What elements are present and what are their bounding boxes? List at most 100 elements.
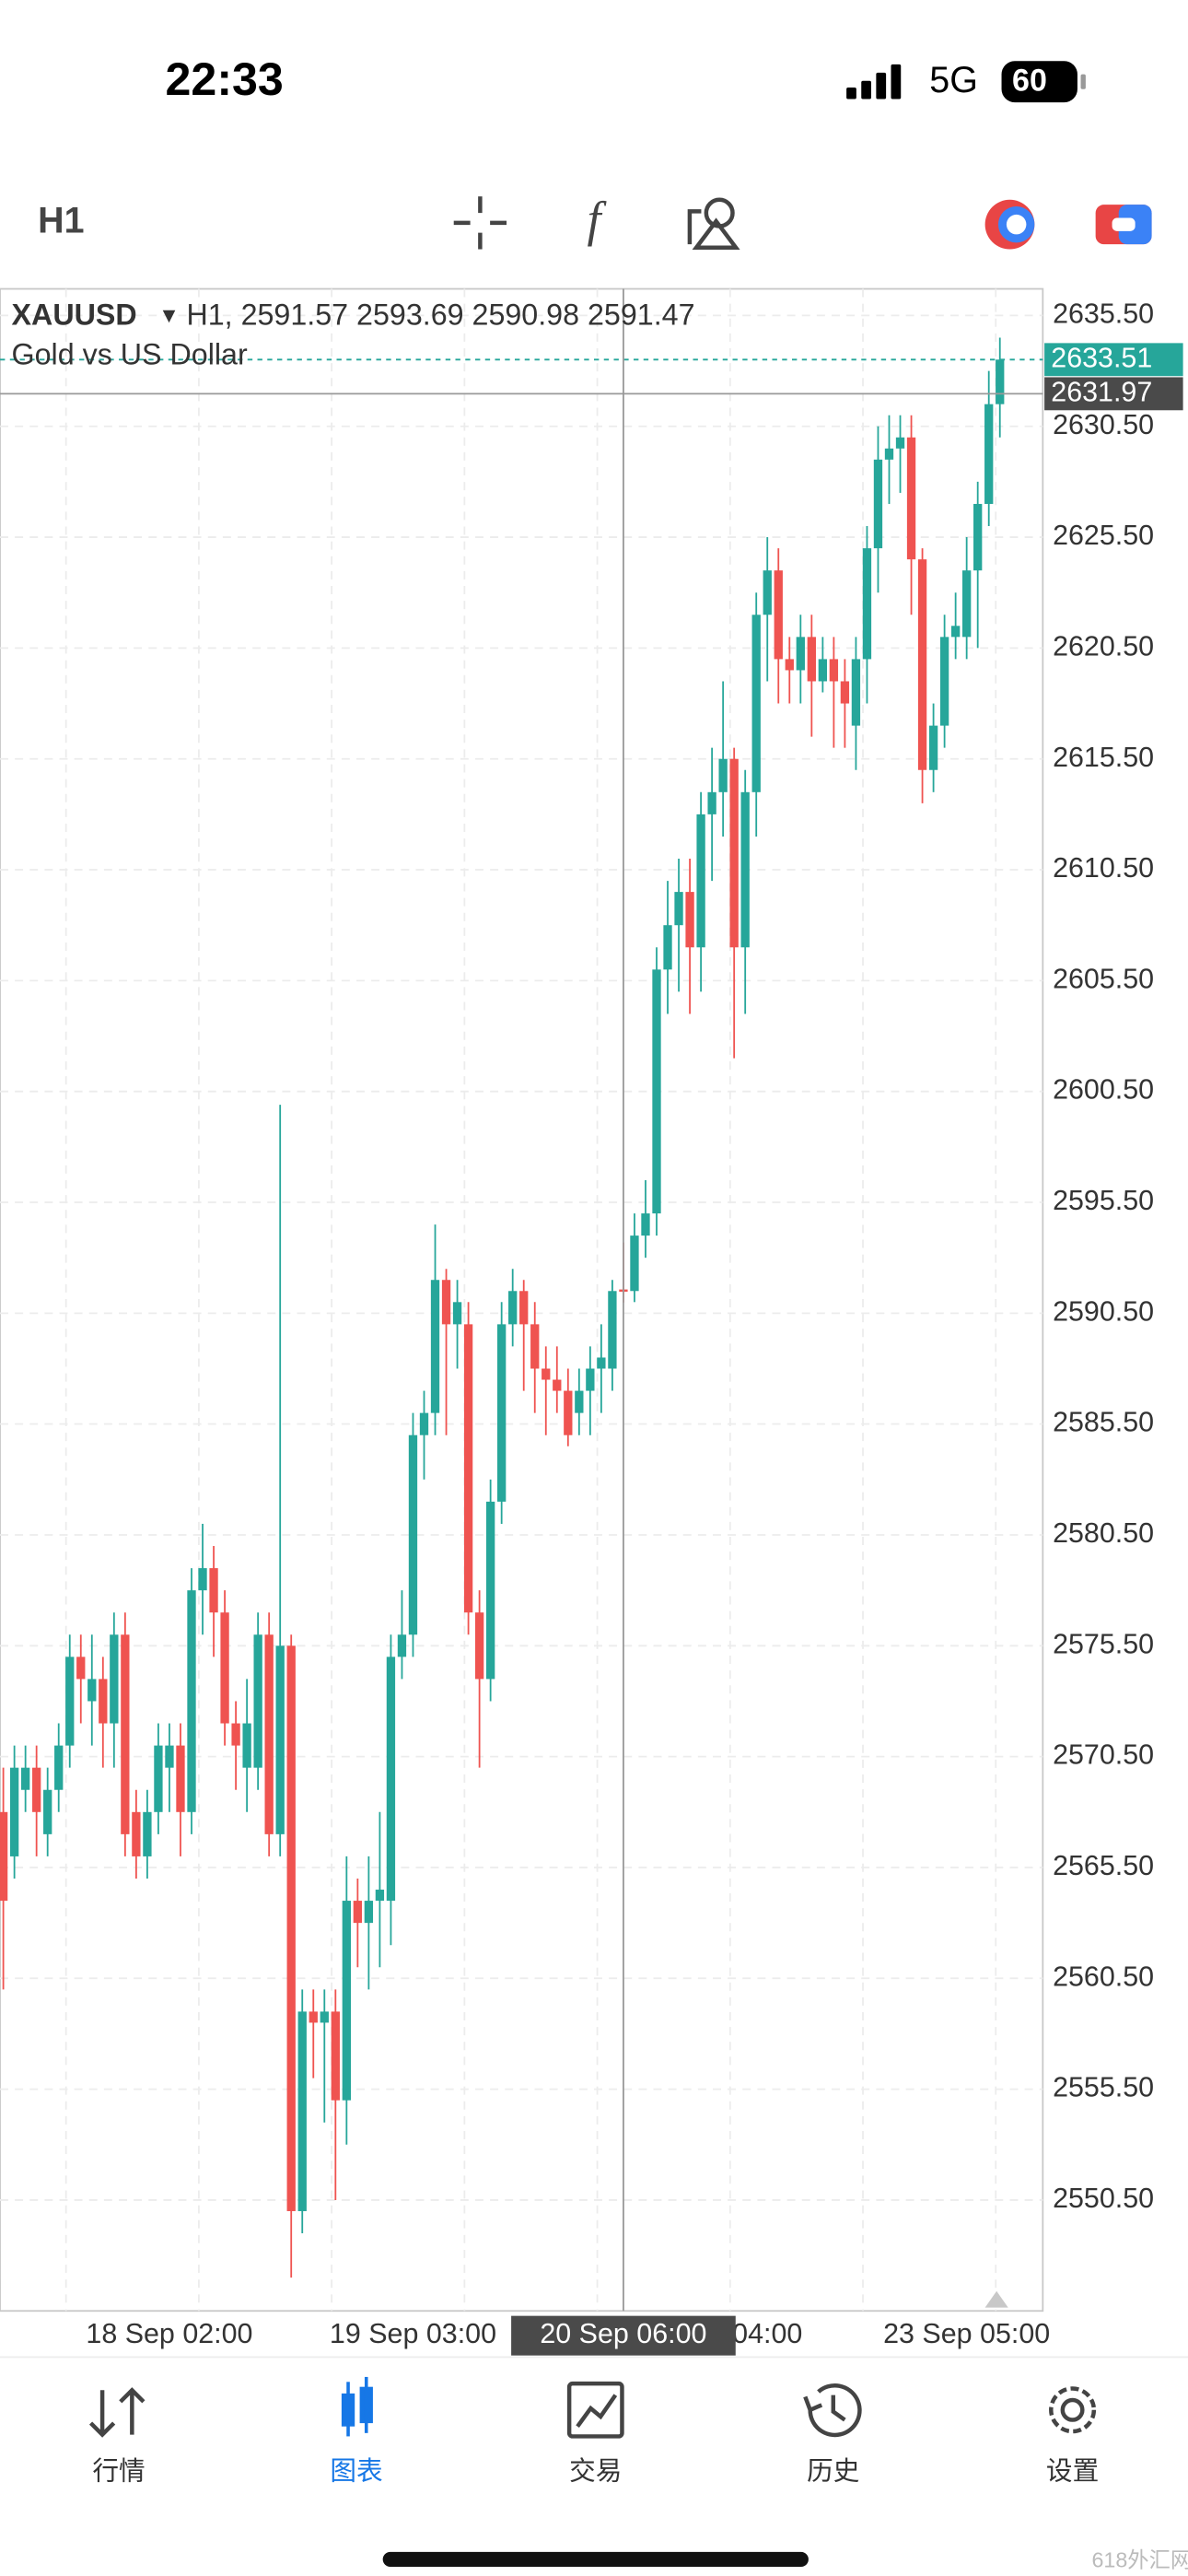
settings-icon[interactable] bbox=[1049, 2386, 1097, 2434]
candle-body bbox=[132, 1811, 141, 1856]
candle-body bbox=[663, 925, 672, 970]
candle-body bbox=[485, 1501, 495, 1680]
candle-body bbox=[275, 1645, 285, 1834]
candle-body bbox=[519, 1291, 529, 1325]
candle-body bbox=[65, 1657, 75, 1746]
candle-body bbox=[297, 2011, 307, 2211]
candle-body bbox=[331, 2011, 340, 2101]
trade-icon[interactable] bbox=[566, 2381, 624, 2439]
nav-label[interactable]: 设置 bbox=[1046, 2456, 1099, 2486]
quotes-icon[interactable] bbox=[88, 2387, 146, 2438]
candle-body bbox=[950, 626, 961, 638]
x-tick-label: 18 Sep 02:00 bbox=[86, 2318, 252, 2349]
account-icon[interactable] bbox=[1095, 205, 1152, 245]
chart-icon[interactable] bbox=[341, 2376, 373, 2437]
crosshair-price-box bbox=[1044, 377, 1183, 411]
candle-body bbox=[729, 758, 739, 948]
candle-body bbox=[165, 1745, 174, 1768]
nav-label[interactable]: 图表 bbox=[330, 2456, 382, 2486]
candle-body bbox=[917, 559, 927, 770]
candle-body bbox=[818, 659, 828, 682]
nav-label[interactable]: 行情 bbox=[92, 2456, 145, 2486]
x-tick-label: 23 Sep 05:00 bbox=[883, 2318, 1050, 2349]
battery bbox=[1001, 61, 1077, 103]
y-tick-label: 2630.50 bbox=[1053, 409, 1154, 440]
y-tick-label: 2590.50 bbox=[1053, 1295, 1154, 1327]
candle-body bbox=[220, 1612, 229, 1724]
candle-body bbox=[187, 1590, 196, 1812]
crosshair-tool[interactable] bbox=[453, 196, 507, 250]
y-tick-label: 2595.50 bbox=[1053, 1185, 1154, 1216]
candle-body bbox=[430, 1280, 440, 1413]
nav-label[interactable]: 历史 bbox=[807, 2456, 859, 2486]
candle-body bbox=[862, 548, 872, 660]
crosshair-time-label: 20 Sep 06:00 bbox=[540, 2318, 706, 2349]
objects-tool[interactable] bbox=[687, 197, 740, 250]
candle-body bbox=[652, 969, 661, 1214]
candle-body bbox=[76, 1657, 86, 1680]
status-time: 22:33 bbox=[166, 53, 284, 105]
signal-icon bbox=[846, 64, 902, 100]
indicator-tool[interactable]: f bbox=[588, 192, 608, 247]
candle-body bbox=[575, 1390, 584, 1413]
candle-body bbox=[829, 659, 839, 682]
y-tick-label: 2575.50 bbox=[1053, 1628, 1154, 1659]
candle-body bbox=[87, 1679, 97, 1702]
candle-body bbox=[774, 570, 783, 660]
candle-body bbox=[242, 1723, 251, 1768]
candle-body bbox=[895, 437, 905, 449]
candle-body bbox=[740, 791, 750, 948]
candle-body bbox=[939, 637, 949, 726]
last-price-box bbox=[1044, 343, 1183, 377]
candle-body bbox=[198, 1568, 207, 1591]
candle-body bbox=[807, 637, 816, 682]
symbol: XAUUSD bbox=[12, 299, 137, 332]
candle-body bbox=[386, 1657, 396, 1902]
y-tick-label: 2610.50 bbox=[1053, 852, 1154, 884]
crosshair-time-box bbox=[511, 2315, 736, 2356]
candle-body bbox=[309, 2011, 318, 2023]
candle-body bbox=[641, 1213, 650, 1236]
candle-body bbox=[20, 1767, 30, 1790]
candle-body bbox=[542, 1368, 551, 1380]
history-icon[interactable] bbox=[803, 2383, 862, 2438]
candle-body bbox=[973, 503, 983, 571]
nav-label[interactable]: 交易 bbox=[569, 2456, 622, 2486]
candle-body bbox=[99, 1679, 108, 1724]
symbol-dropdown[interactable]: ▼ bbox=[158, 303, 180, 327]
ohlc-info: H1, 2591.57 2593.69 2590.98 2591.47 bbox=[186, 299, 694, 332]
candle-body bbox=[685, 892, 694, 948]
candle-body bbox=[375, 1890, 385, 1902]
y-tick-label: 2580.50 bbox=[1053, 1517, 1154, 1549]
candle-body bbox=[452, 1302, 462, 1325]
battery-level: 60 bbox=[1012, 64, 1047, 99]
chart-subtitle: Gold vs US Dollar bbox=[12, 338, 248, 371]
candle-body bbox=[586, 1368, 595, 1391]
last-price-label: 2633.51 bbox=[1051, 342, 1152, 373]
status-network: 5G bbox=[929, 60, 978, 100]
candle-body bbox=[608, 1291, 617, 1369]
candle-body bbox=[286, 1645, 296, 2211]
y-tick-label: 2635.50 bbox=[1053, 298, 1154, 329]
plot-frame bbox=[0, 287, 1044, 2313]
candle-body bbox=[32, 1767, 41, 1812]
candle-body bbox=[154, 1745, 163, 1812]
candle-body bbox=[928, 725, 938, 770]
home-indicator bbox=[382, 2551, 809, 2567]
candle-body bbox=[364, 1901, 374, 1924]
candle-body bbox=[0, 1811, 8, 1902]
candle-body bbox=[508, 1291, 518, 1325]
y-tick-label: 2585.50 bbox=[1053, 1407, 1154, 1438]
candle-body bbox=[763, 570, 772, 615]
candle-body bbox=[718, 758, 728, 792]
watermark: 618外汇网 bbox=[1091, 2548, 1188, 2572]
trade-signal-icon[interactable] bbox=[984, 199, 1035, 250]
y-tick-label: 2620.50 bbox=[1053, 630, 1154, 662]
candle-body bbox=[597, 1357, 606, 1369]
crosshair-price-label: 2631.97 bbox=[1051, 376, 1152, 407]
timeframe-button[interactable]: H1 bbox=[38, 200, 84, 240]
candle-body bbox=[984, 404, 994, 504]
candle-body bbox=[553, 1379, 562, 1391]
candle-body bbox=[707, 791, 716, 814]
candle-body bbox=[530, 1324, 540, 1369]
